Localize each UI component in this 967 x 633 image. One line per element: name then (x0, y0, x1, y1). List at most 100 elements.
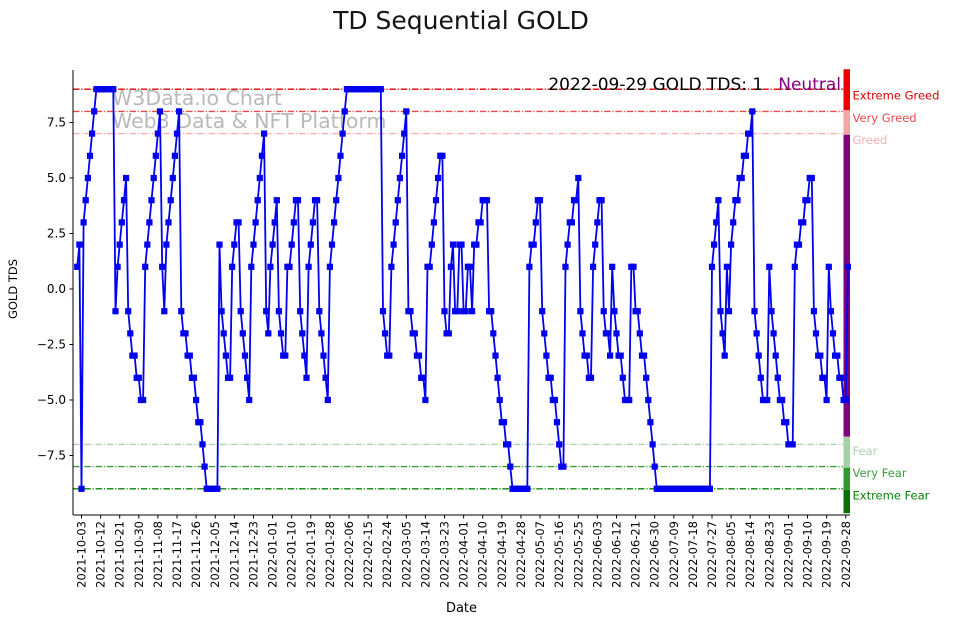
data-marker (227, 374, 234, 381)
data-marker (791, 263, 798, 270)
data-marker (286, 263, 293, 270)
data-marker (757, 374, 764, 381)
data-marker (331, 219, 338, 226)
data-marker (560, 463, 567, 470)
data-marker (609, 263, 616, 270)
data-marker (328, 241, 336, 248)
data-marker (299, 330, 306, 337)
data-marker (800, 219, 807, 226)
band-label-extreme-fear: Extreme Fear (853, 488, 930, 502)
data-marker (713, 219, 720, 226)
data-marker (613, 330, 620, 337)
data-marker (146, 219, 153, 226)
data-marker (547, 374, 554, 381)
data-marker (169, 174, 176, 182)
x-tick-label: 2021-12-05 (208, 521, 222, 588)
data-marker (766, 263, 773, 270)
data-marker (779, 396, 786, 404)
data-marker (254, 197, 261, 204)
data-marker (307, 241, 314, 248)
data-marker (483, 197, 491, 204)
data-marker (74, 263, 81, 270)
data-marker (539, 308, 546, 315)
data-marker (125, 308, 132, 315)
x-tick-label: 2022-04-01 (457, 521, 471, 588)
sentiment-bar-segment-0 (843, 69, 850, 111)
x-tick-label: 2022-02-15 (361, 521, 375, 588)
data-marker (339, 130, 346, 137)
x-tick-label: 2022-01-10 (285, 521, 299, 588)
data-marker (449, 241, 457, 248)
x-tick-label: 2022-07-18 (686, 521, 700, 588)
data-marker (401, 130, 408, 137)
data-marker (309, 219, 316, 226)
data-marker (411, 330, 418, 337)
y-tick-label: 5.0 (47, 171, 66, 185)
data-marker (507, 463, 514, 470)
data-marker (216, 241, 223, 248)
data-marker (239, 330, 246, 337)
data-marker (630, 263, 637, 270)
data-marker (636, 330, 643, 337)
x-tick-label: 2022-06-30 (648, 521, 662, 588)
data-marker (218, 308, 225, 315)
x-axis-title: Date (446, 601, 477, 616)
data-marker (326, 263, 333, 270)
x-tick-label: 2022-06-03 (590, 521, 604, 588)
y-tick-label: 0.0 (47, 282, 66, 296)
data-marker (590, 263, 597, 270)
data-marker (159, 263, 166, 270)
data-marker (261, 130, 268, 137)
data-marker (524, 485, 531, 492)
data-marker (152, 152, 159, 159)
data-marker (834, 352, 841, 359)
data-marker (252, 219, 259, 226)
data-marker (297, 308, 304, 315)
data-marker (812, 330, 820, 337)
data-marker (150, 174, 157, 182)
x-tick-label: 2022-01-28 (323, 521, 337, 588)
data-marker (626, 396, 633, 404)
data-marker (604, 330, 612, 337)
data-marker (810, 308, 817, 315)
sentiment-bar-segment-3 (843, 436, 850, 468)
data-marker (258, 152, 265, 159)
data-marker (142, 263, 149, 270)
data-marker (324, 396, 331, 404)
data-marker (594, 219, 601, 226)
data-marker (91, 108, 98, 115)
data-marker (789, 441, 796, 448)
x-tick-label: 2022-01-19 (304, 521, 318, 588)
data-marker (333, 197, 340, 204)
data-marker (462, 308, 469, 315)
data-marker (600, 308, 607, 315)
y-tick-label: −5.0 (37, 393, 66, 407)
data-marker (751, 308, 758, 315)
x-tick-label: 2022-09-01 (781, 521, 795, 588)
data-marker (112, 308, 119, 315)
data-marker (335, 174, 342, 182)
data-marker (592, 241, 599, 248)
x-tick-label: 2022-05-25 (571, 521, 585, 588)
data-marker (723, 263, 730, 270)
data-marker (543, 352, 550, 359)
data-marker (394, 197, 401, 204)
data-marker (163, 241, 170, 248)
x-tick-label: 2022-08-23 (762, 521, 776, 588)
data-marker (314, 197, 321, 204)
data-marker (742, 152, 750, 159)
data-marker (186, 352, 193, 359)
data-marker (120, 197, 128, 204)
data-marker (197, 419, 204, 426)
data-marker (530, 241, 537, 248)
data-marker (439, 152, 446, 159)
data-marker (78, 485, 85, 492)
data-marker (294, 197, 302, 204)
data-marker (598, 197, 605, 204)
y-tick-label: 2.5 (47, 227, 66, 241)
data-marker (721, 352, 728, 359)
y-tick-label: −2.5 (37, 338, 66, 352)
data-marker (579, 330, 586, 337)
data-marker (647, 419, 654, 426)
data-marker (131, 352, 138, 359)
